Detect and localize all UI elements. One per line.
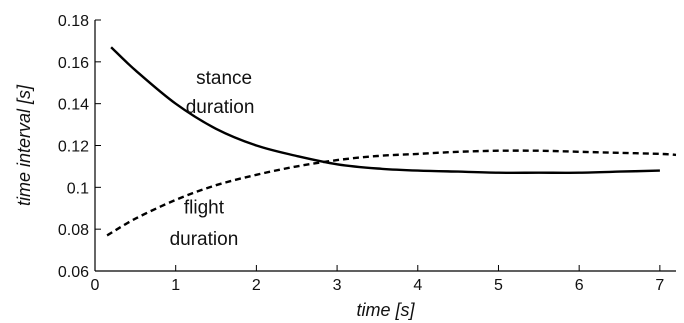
x-axis-label: time [s] bbox=[356, 300, 415, 320]
y-tick-label: 0.06 bbox=[58, 264, 89, 281]
x-tick-label: 0 bbox=[91, 277, 100, 294]
y-axis-label: time interval [s] bbox=[14, 84, 34, 206]
annotation-label: stance bbox=[196, 68, 252, 89]
y-tick-label: 0.14 bbox=[58, 97, 89, 114]
x-tick-label: 6 bbox=[575, 277, 584, 294]
y-ticks: 0.06 0.08 0.1 0.12 0.14 0.16 0.18 bbox=[58, 13, 101, 281]
annotation-label: duration bbox=[186, 97, 255, 118]
stance-duration-line bbox=[110, 46, 660, 174]
y-tick-label: 0.16 bbox=[58, 55, 89, 72]
x-tick-label: 5 bbox=[494, 277, 503, 294]
series-group bbox=[106, 46, 677, 237]
annotation-label: flight bbox=[184, 197, 225, 218]
y-tick-label: 0.08 bbox=[58, 222, 89, 239]
annotation-label: duration bbox=[170, 229, 239, 250]
x-tick-label: 3 bbox=[333, 277, 342, 294]
y-tick-label: 0.1 bbox=[67, 180, 89, 197]
x-ticks: 0 1 2 3 4 5 6 7 bbox=[91, 265, 664, 294]
x-tick-label: 2 bbox=[252, 277, 261, 294]
y-tick-label: 0.12 bbox=[58, 139, 89, 156]
x-tick-label: 7 bbox=[655, 277, 664, 294]
x-tick-label: 4 bbox=[413, 277, 422, 294]
x-tick-label: 1 bbox=[171, 277, 180, 294]
y-tick-label: 0.18 bbox=[58, 13, 89, 30]
flight-duration-line bbox=[106, 149, 677, 237]
annotations: stance duration flight duration bbox=[170, 68, 255, 250]
